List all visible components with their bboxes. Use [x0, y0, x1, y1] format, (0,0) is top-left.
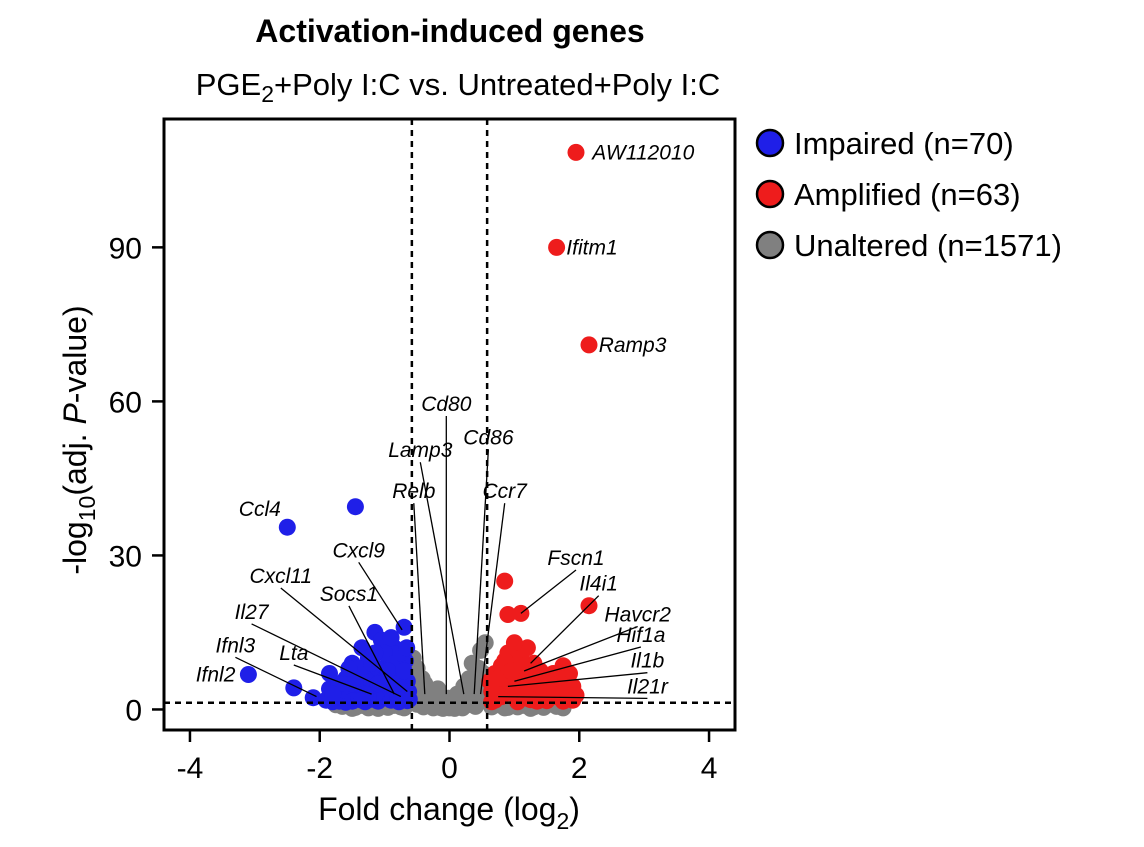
amplified-point [496, 572, 514, 590]
gene-label-cxcl9: Cxcl9 [332, 539, 385, 562]
x-axis-label: Fold change (log2) [318, 791, 580, 834]
gene-label-lta: Lta [279, 642, 308, 665]
amplified-point [567, 686, 585, 704]
x-tick-label: -4 [177, 752, 204, 785]
impaired-point [400, 690, 418, 708]
impaired-point [346, 498, 364, 516]
gene-label-ifitm1: Ifitm1 [566, 236, 617, 259]
legend: Impaired (n=70) Amplified (n=63) Unaltered… [755, 126, 1062, 263]
gene-label-cxcl11: Cxcl11 [249, 565, 312, 588]
gene-label-il1b: Il1b [630, 650, 664, 673]
leader-line-ccr7 [479, 503, 506, 695]
amplified-point [502, 662, 520, 680]
y-axis-label: -log10(adj. P-value) [57, 305, 100, 574]
leader-line-il27 [251, 623, 402, 698]
gene-label-aw112010: AW112010 [590, 141, 694, 164]
amplified-point [499, 606, 517, 623]
amplified-point [505, 634, 523, 652]
amplified-point [551, 685, 569, 703]
amplified-point [515, 657, 533, 675]
gene-label-cd80: Cd80 [421, 393, 472, 416]
legend-marker-impaired [755, 128, 785, 158]
threshold-lines [164, 119, 735, 730]
gene-label-relb: Relb [392, 480, 436, 503]
y-tick-label: 90 [109, 232, 142, 265]
axes: -4 -2 0 2 4 0 30 60 90 [109, 232, 718, 785]
impaired-point [324, 685, 342, 703]
gene-label-lamp3: Lamp3 [388, 439, 453, 462]
impaired-point [382, 629, 400, 647]
unaltered-point [428, 686, 445, 704]
leader-line-fscn1 [520, 569, 577, 614]
amplified-point [487, 685, 505, 703]
amplified-point [548, 238, 566, 256]
gene-label-fscn1: Fscn1 [547, 547, 604, 570]
gene-label-ifnl3: Ifnl3 [216, 634, 256, 657]
y-tick-label: 60 [109, 386, 142, 419]
leader-line-havcr2 [523, 625, 638, 672]
impaired-point [366, 644, 384, 662]
data-points [239, 143, 598, 717]
impaired-point [278, 518, 296, 536]
legend-label-impaired: Impaired (n=70) [794, 126, 1014, 161]
leader-line-lamp3 [419, 462, 465, 695]
leader-line-lta [293, 664, 372, 695]
impaired-point [395, 662, 413, 680]
leader-line-ifnl3 [235, 656, 317, 698]
gene-label-ifnl2: Ifnl2 [196, 664, 236, 687]
chart-subtitle: PGE2+Poly I:C vs. Untreated+Poly I:C [196, 67, 721, 107]
gene-label-il21r: Il21r [627, 675, 669, 698]
gene-label-ramp3: Ramp3 [599, 334, 667, 357]
impaired-point [353, 691, 371, 709]
leader-line-cd86 [473, 449, 490, 695]
amplified-point [528, 662, 546, 680]
chart-title: Activation-induced genes [255, 13, 644, 49]
legend-marker-unaltered [755, 230, 785, 260]
x-tick-label: 4 [701, 752, 718, 785]
gene-label-socs1: Socs1 [320, 583, 378, 606]
leader-line-cxcl11 [280, 587, 408, 693]
y-tick-label: 0 [125, 694, 142, 727]
leader-line-il4i1 [530, 595, 600, 664]
impaired-point [239, 666, 257, 683]
gene-label-il27: Il27 [235, 601, 270, 624]
gene-labels: AW112010 Ifitm1 Ramp3 Ccl4 Cd80 Cd86 Lamp3 Relb… [196, 141, 695, 698]
gene-label-hif1a: Hif1a [616, 624, 665, 647]
amplified-point [580, 336, 598, 354]
legend-marker-amplified [755, 179, 785, 209]
impaired-point [379, 662, 397, 680]
leader-line-socs1 [348, 605, 395, 695]
leader-line-il21r [498, 695, 648, 700]
gene-label-cd86: Cd86 [463, 426, 514, 449]
gene-label-il4i1: Il4i1 [579, 573, 618, 596]
y-tick-label: 30 [109, 540, 142, 573]
x-tick-label: 0 [441, 752, 458, 785]
legend-label-unaltered: Unaltered (n=1571) [794, 228, 1062, 263]
legend-label-amplified: Amplified (n=63) [794, 177, 1021, 212]
leader-line-hif1a [514, 646, 642, 682]
gene-label-havcr2: Havcr2 [604, 604, 671, 627]
amplified-point [522, 691, 540, 709]
label-leader-lines [235, 416, 648, 700]
leader-line-relb [413, 503, 426, 695]
x-tick-label: 2 [571, 752, 588, 785]
unaltered-point [476, 634, 494, 652]
amplified-point [567, 143, 585, 161]
gene-label-ccr7: Ccr7 [483, 480, 529, 503]
leader-line-cxcl9 [358, 561, 403, 631]
amplified-point [489, 670, 507, 688]
impaired-point [340, 659, 358, 677]
gene-label-ccl4: Ccl4 [239, 498, 281, 521]
leader-line-il1b [507, 672, 648, 688]
impaired-point [395, 618, 413, 636]
x-tick-label: -2 [306, 752, 333, 785]
